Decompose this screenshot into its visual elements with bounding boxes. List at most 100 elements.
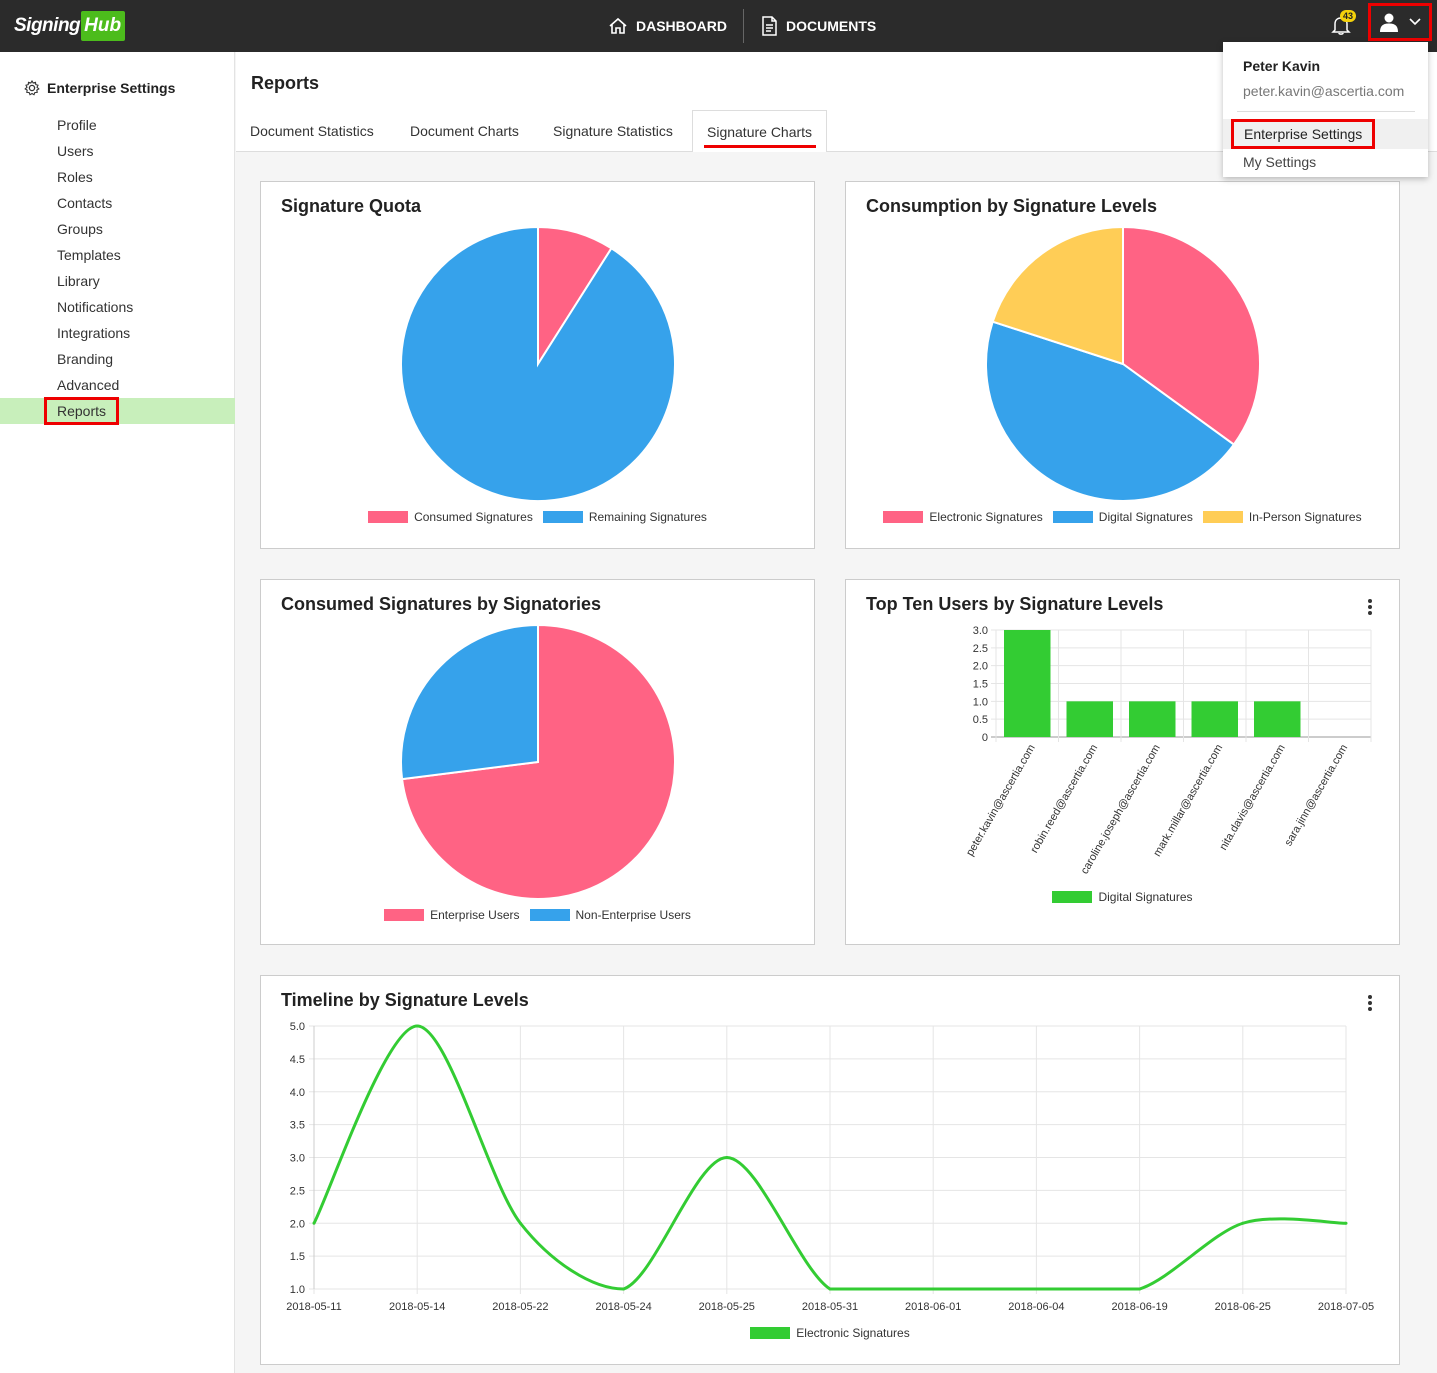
data-point[interactable] bbox=[725, 1156, 729, 1159]
user-menu-button[interactable] bbox=[1368, 3, 1432, 41]
sidebar-item-advanced[interactable]: Advanced bbox=[57, 377, 120, 393]
data-point[interactable] bbox=[931, 1287, 935, 1291]
menu-item-my-settings[interactable]: My Settings bbox=[1243, 154, 1317, 170]
nav-documents[interactable]: DOCUMENTS bbox=[744, 9, 892, 43]
chart-menu-kebab-icon[interactable] bbox=[1367, 994, 1373, 1012]
user-dropdown-menu: Peter Kavin peter.kavin@ascertia.com Ent… bbox=[1223, 42, 1428, 177]
legend-item[interactable]: Non-Enterprise Users bbox=[529, 908, 691, 922]
timeline-card: Timeline by Signature Levels 1.0 1.5 2.0 2.… bbox=[260, 975, 1400, 1365]
menu-item-enterprise-settings-label[interactable]: Enterprise Settings bbox=[1231, 119, 1376, 149]
data-point[interactable] bbox=[1034, 1287, 1038, 1291]
y-tick-label: 4.0 bbox=[290, 1087, 305, 1099]
sidebar-item-branding[interactable]: Branding bbox=[57, 351, 114, 367]
x-tick-label: 2018-05-31 bbox=[802, 1301, 858, 1313]
data-point[interactable] bbox=[1241, 1221, 1245, 1225]
pie-slice[interactable] bbox=[400, 623, 539, 781]
y-tick-label: 1.0 bbox=[290, 1284, 305, 1296]
legend-item[interactable]: In-Person Signatures bbox=[1202, 510, 1362, 524]
y-tick-label: 2.5 bbox=[290, 1185, 305, 1197]
pie-slice[interactable] bbox=[991, 225, 1124, 366]
sidebar-item-roles[interactable]: Roles bbox=[57, 169, 93, 185]
nav-dashboard-label: DASHBOARD bbox=[636, 18, 727, 34]
data-point[interactable] bbox=[622, 1287, 626, 1291]
sidebar-item-groups[interactable]: Groups bbox=[57, 221, 103, 237]
y-tick-label: 2.5 bbox=[973, 643, 988, 655]
sidebar-item-contacts[interactable]: Contacts bbox=[57, 195, 113, 211]
y-tick-label: 0.5 bbox=[973, 714, 988, 726]
legend-label: Non-Enterprise Users bbox=[575, 908, 691, 922]
sidebar-item-profile[interactable]: Profile bbox=[57, 117, 97, 133]
legend-label: Enterprise Users bbox=[430, 908, 520, 922]
tab-document-charts[interactable]: Document Charts bbox=[410, 123, 519, 139]
sidebar-item-reports[interactable]: Reports bbox=[0, 397, 235, 425]
legend-item[interactable]: Electronic Signatures bbox=[883, 510, 1043, 524]
chart-legend: Enterprise Users Non-Enterprise Users bbox=[261, 908, 814, 922]
user-email: peter.kavin@ascertia.com bbox=[1243, 83, 1405, 99]
x-tick-label: 2018-05-24 bbox=[595, 1301, 651, 1313]
home-icon bbox=[609, 17, 627, 34]
user-name: Peter Kavin bbox=[1243, 58, 1321, 74]
data-point[interactable] bbox=[1344, 1221, 1348, 1225]
sidebar-item-integrations[interactable]: Integrations bbox=[57, 325, 131, 341]
y-tick-label: 2.0 bbox=[973, 661, 988, 673]
active-tab-underline bbox=[704, 145, 817, 148]
legend-item[interactable]: Digital Signatures bbox=[1052, 890, 1193, 904]
nav-dashboard[interactable]: DASHBOARD bbox=[592, 9, 743, 43]
x-tick-label: 2018-05-22 bbox=[492, 1301, 548, 1313]
menu-item-enterprise-settings[interactable]: Enterprise Settings bbox=[1223, 119, 1428, 149]
pie-slice[interactable] bbox=[985, 320, 1236, 502]
legend-item[interactable]: Consumed Signatures bbox=[368, 510, 533, 524]
top-ten-users-card: Top Ten Users by Signature Levels 0 0.5 1.… bbox=[845, 579, 1400, 945]
legend-swatch bbox=[542, 511, 583, 523]
tab-signature-statistics[interactable]: Signature Statistics bbox=[553, 123, 673, 139]
chart-legend: Digital Signatures bbox=[846, 890, 1399, 904]
consumed-by-signatories-pie bbox=[400, 623, 676, 900]
data-point[interactable] bbox=[312, 1221, 316, 1225]
legend-item[interactable]: Digital Signatures bbox=[1052, 510, 1193, 524]
pie-slice[interactable] bbox=[1122, 225, 1261, 446]
bar[interactable] bbox=[1066, 701, 1114, 737]
tab-signature-charts[interactable]: Signature Charts bbox=[692, 110, 828, 153]
sidebar-item-reports-label[interactable]: Reports bbox=[44, 397, 120, 425]
notifications-bell[interactable]: 43 bbox=[1330, 10, 1357, 36]
tab-signature-charts-label: Signature Charts bbox=[707, 124, 813, 140]
x-tick-label: nita.davis@ascertia.com bbox=[1217, 743, 1287, 853]
legend-item[interactable]: Electronic Signatures bbox=[750, 1326, 910, 1340]
y-tick-label: 5.0 bbox=[290, 1021, 305, 1033]
chart-title: Consumed Signatures by Signatories bbox=[281, 594, 602, 614]
legend-item[interactable]: Remaining Signatures bbox=[542, 510, 707, 524]
gear-icon bbox=[24, 80, 40, 96]
data-point[interactable] bbox=[518, 1221, 522, 1225]
legend-swatch bbox=[883, 511, 924, 523]
chart-title: Signature Quota bbox=[281, 196, 422, 216]
legend-item[interactable]: Enterprise Users bbox=[384, 908, 520, 922]
bar[interactable] bbox=[1129, 701, 1176, 737]
sidebar: Enterprise Settings Profile Users Roles … bbox=[0, 52, 235, 1373]
legend-label: Consumed Signatures bbox=[414, 510, 533, 524]
tab-document-statistics[interactable]: Document Statistics bbox=[250, 123, 374, 139]
data-point[interactable] bbox=[415, 1024, 419, 1028]
series-line[interactable] bbox=[312, 1024, 1347, 1291]
sidebar-item-templates[interactable]: Templates bbox=[57, 247, 121, 263]
data-point[interactable] bbox=[828, 1287, 832, 1291]
signinghub-logo[interactable]: Signing Hub bbox=[14, 9, 126, 42]
data-point[interactable] bbox=[1138, 1287, 1142, 1291]
user-icon bbox=[1379, 13, 1398, 32]
legend-swatch bbox=[1052, 511, 1093, 523]
bar[interactable] bbox=[1191, 701, 1239, 737]
consumption-by-levels-pie bbox=[985, 225, 1261, 502]
y-tick-label: 3.0 bbox=[973, 625, 988, 637]
pie-slice[interactable] bbox=[400, 225, 676, 502]
sidebar-item-users[interactable]: Users bbox=[57, 143, 94, 159]
sidebar-menu: Profile Users Roles Contacts Groups Temp… bbox=[0, 112, 235, 425]
bar[interactable] bbox=[1004, 630, 1051, 737]
legend-label: Digital Signatures bbox=[1098, 890, 1193, 904]
x-tick-label: mark.millar@ascertia.com bbox=[1151, 743, 1225, 859]
chart-menu-kebab-icon[interactable] bbox=[1367, 598, 1373, 616]
x-tick-label: 2018-05-25 bbox=[699, 1301, 755, 1313]
sidebar-item-notifications[interactable]: Notifications bbox=[57, 299, 134, 315]
x-tick-label: 2018-05-14 bbox=[389, 1301, 445, 1313]
legend-swatch bbox=[529, 909, 570, 921]
sidebar-item-library[interactable]: Library bbox=[57, 273, 100, 289]
bar[interactable] bbox=[1254, 701, 1301, 737]
